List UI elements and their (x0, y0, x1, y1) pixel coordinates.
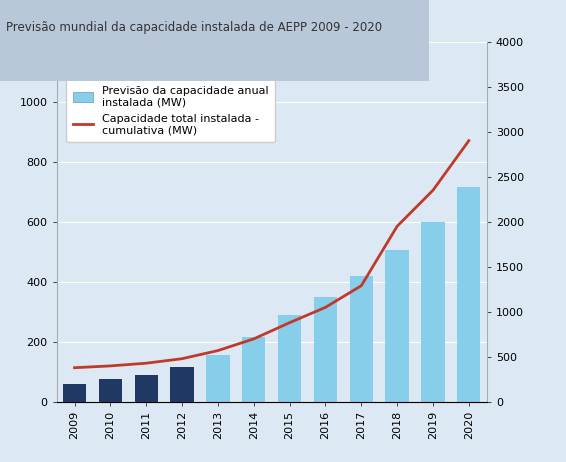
Bar (135, 375, 158, 402)
Bar (170, 367, 194, 402)
Bar (278, 315, 301, 402)
Bar (242, 337, 265, 402)
Bar (457, 187, 481, 402)
Bar (385, 250, 409, 402)
Text: Previsão mundial da capacidade instalada de AEPP 2009 - 2020: Previsão mundial da capacidade instalada… (6, 21, 382, 34)
Bar (421, 222, 445, 402)
Bar (63, 384, 86, 402)
Bar (98, 379, 122, 402)
Bar (314, 297, 337, 402)
Bar (350, 276, 373, 402)
Legend: Capacidade anual instalada
(MW), Previsão da capacidade anual
instalada (MW), Ca: Capacidade anual instalada (MW), Previsã… (66, 51, 275, 142)
Bar (206, 355, 230, 402)
